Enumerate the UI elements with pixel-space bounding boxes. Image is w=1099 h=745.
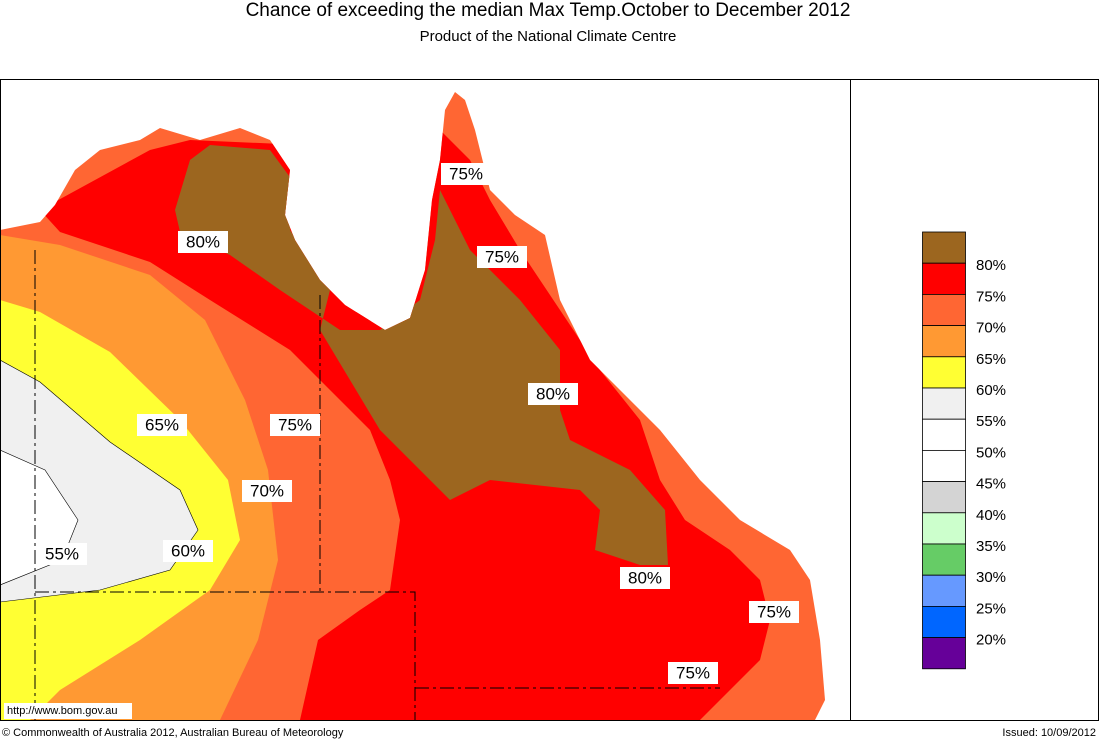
- legend-swatch: [922, 262, 966, 295]
- legend-frame: [850, 79, 1099, 721]
- legend-swatch: [922, 356, 966, 389]
- label-box: [477, 246, 527, 268]
- land: [0, 92, 825, 720]
- issued: Issued: 10/09/2012: [1002, 727, 1096, 739]
- map-label: 55%: [45, 544, 79, 563]
- label-box: [178, 231, 228, 253]
- legend-swatch: [922, 481, 966, 514]
- label-box: [620, 567, 670, 589]
- map-label: 75%: [757, 602, 791, 621]
- zone-80: [175, 145, 668, 565]
- subtitle: Product of the National Climate Centre: [420, 28, 677, 45]
- label-box: [137, 414, 187, 436]
- url-box: [4, 703, 132, 719]
- url: http://www.bom.gov.au: [7, 705, 117, 717]
- label-box: [163, 540, 213, 562]
- label-box: [37, 543, 87, 565]
- legend-label: 75%: [976, 288, 1006, 305]
- legend-swatch: [922, 325, 966, 358]
- label-box: [441, 163, 491, 185]
- map-label: 75%: [485, 247, 519, 266]
- legend-swatch: [922, 387, 966, 420]
- map-label: 75%: [278, 415, 312, 434]
- label-box: [270, 414, 320, 436]
- map-label: 65%: [145, 415, 179, 434]
- zone-75: [341, 312, 371, 328]
- map-label: 80%: [536, 384, 570, 403]
- legend-label: 45%: [976, 476, 1006, 493]
- legend-swatch: [922, 637, 966, 670]
- legend-swatch: [922, 293, 966, 326]
- label-box: [242, 480, 292, 502]
- title: Chance of exceeding the median Max Temp.…: [246, 0, 851, 21]
- map-label: 75%: [676, 663, 710, 682]
- map-label: 80%: [628, 568, 662, 587]
- legend-swatch: [922, 574, 966, 607]
- legend-label: 35%: [976, 538, 1006, 555]
- legend-label: 25%: [976, 600, 1006, 617]
- map-label: 60%: [171, 541, 205, 560]
- map-labels: 80% 75% 75% 80% 65% 75% 70% 60% 55% 80% 75% 75%: [37, 163, 799, 684]
- legend-swatch: [922, 543, 966, 576]
- label-box: [668, 662, 718, 684]
- legend-label: 60%: [976, 382, 1006, 399]
- map-label: 75%: [449, 164, 483, 183]
- state-borders: [34, 250, 720, 720]
- legend-label: 70%: [976, 320, 1006, 337]
- legend-swatch: [922, 606, 966, 639]
- copyright: © Commonwealth of Australia 2012, Austra…: [2, 727, 344, 739]
- legend-label: 80%: [976, 257, 1006, 274]
- label-box: [528, 383, 578, 405]
- legend-label: 50%: [976, 444, 1006, 461]
- map-label: 80%: [186, 232, 220, 251]
- legend-label: 20%: [976, 632, 1006, 649]
- legend-swatch: [922, 512, 966, 545]
- legend-swatch: [922, 449, 966, 482]
- label-box: [749, 601, 799, 623]
- legend-swatch: [922, 418, 966, 451]
- legend-label: 65%: [976, 351, 1006, 368]
- map-label: 70%: [250, 481, 284, 500]
- legend-label: 30%: [976, 569, 1006, 586]
- legend: 80% 75% 70% 65% 60% 55% 50% 45% 40% 35% 30% 25% 20%: [922, 231, 1006, 670]
- legend-label: 55%: [976, 413, 1006, 430]
- legend-swatch: [922, 231, 966, 264]
- legend-label: 40%: [976, 507, 1006, 524]
- border: [35, 591, 416, 720]
